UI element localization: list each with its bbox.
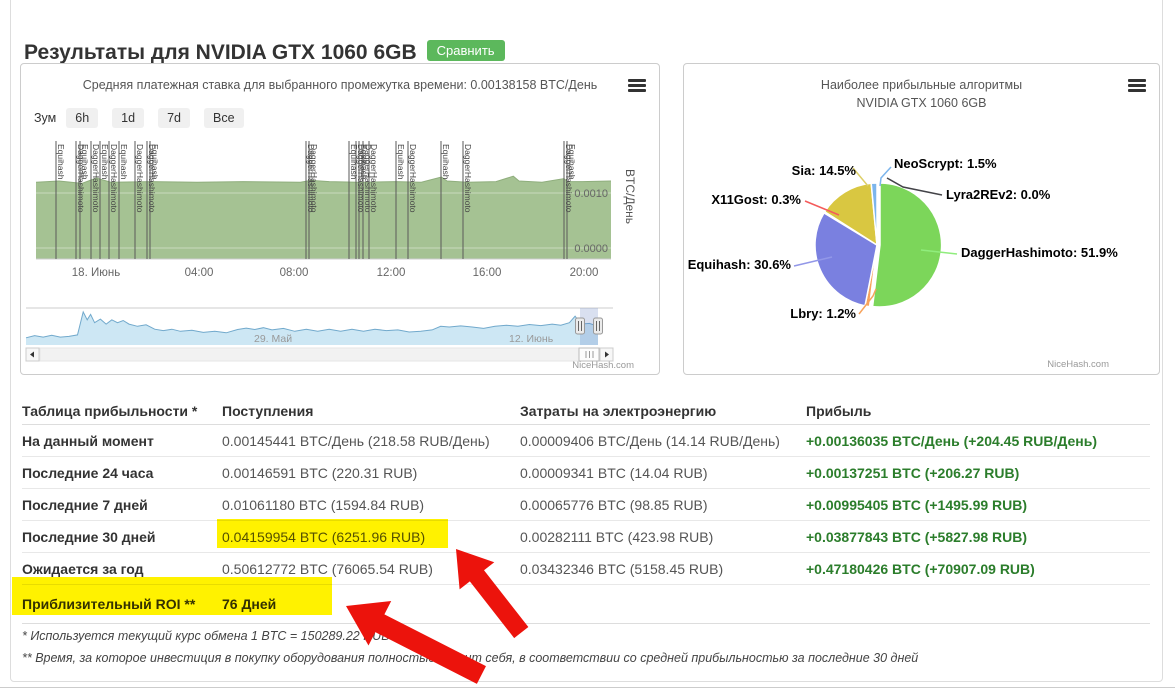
footnote-exchange-rate: * Используется текущий курс обмена 1 BTC… xyxy=(22,629,390,643)
zoom-label: Зум xyxy=(34,111,56,125)
footnote-roi-explanation: ** Время, за которое инвестиция в покупк… xyxy=(22,651,918,665)
row-label: На данный момент xyxy=(22,433,222,449)
scrollbar-left-button[interactable] xyxy=(26,348,39,361)
row-income: 0.01061180 BTC (1594.84 RUB) xyxy=(222,497,520,513)
x-tick-label: 12:00 xyxy=(377,267,406,279)
algo-flag-label: Equihash xyxy=(80,144,90,180)
navigator-tick-label: 12. Июнь xyxy=(509,333,554,345)
page-bottom-divider xyxy=(0,687,1175,688)
pie-chart-card: Наиболее прибыльные алгоритмы NVIDIA GTX… xyxy=(683,63,1160,375)
zoom-range-button-7d[interactable]: 7d xyxy=(158,108,190,128)
pie-slice-daggerhashimoto[interactable] xyxy=(873,183,942,307)
chart-menu-icon[interactable] xyxy=(628,79,646,93)
x-tick-label: 18. Июнь xyxy=(72,267,120,279)
zoom-range-button-1d[interactable]: 1d xyxy=(112,108,144,128)
rate-chart-title: Средняя платежная ставка для выбранного … xyxy=(21,78,659,92)
table-header-cell: Прибыль xyxy=(806,403,1150,419)
algo-flag-label: Equihash xyxy=(150,144,160,180)
row-income: 0.04159954 BTC (6251.96 RUB) xyxy=(222,529,520,545)
navigator-handle[interactable] xyxy=(576,318,585,334)
row-profit: +0.03877843 BTC (+5827.98 RUB) xyxy=(806,529,1150,545)
table-row: Последние 7 дней0.01061180 BTC (1594.84 … xyxy=(22,489,1150,521)
table-row: На данный момент0.00145441 BTC/День (218… xyxy=(22,425,1150,457)
pie-label-daggerhashimoto: DaggerHashimoto: 51.9% xyxy=(961,245,1118,260)
algo-flag-label: DaggerHashimoto xyxy=(463,144,473,213)
row-profit: +0.00137251 BTC (+206.27 RUB) xyxy=(806,465,1150,481)
zoom-range-button-6h[interactable]: 6h xyxy=(66,108,98,128)
table-header-cell: Затраты на электроэнергию xyxy=(520,403,806,419)
chart-menu-icon[interactable] xyxy=(1128,79,1146,93)
rate-chart-card: Средняя платежная ставка для выбранного … xyxy=(20,63,660,375)
algo-flag-label: DaggerHashimoto xyxy=(408,144,418,213)
pie-label-neoscrypt: NeoScrypt: 1.5% xyxy=(894,156,997,171)
algo-flag-label: Equihash xyxy=(396,144,406,180)
pie-label-x11gost: X11Gost: 0.3% xyxy=(711,192,801,207)
x-tick-label: 16:00 xyxy=(473,267,502,279)
algo-flag-label: Equihash xyxy=(567,144,577,180)
nicehash-credit: NiceHash.com xyxy=(1047,359,1109,370)
row-cost: 0.00282111 BTC (423.98 RUB) xyxy=(520,529,806,545)
page-title-text: Результаты для NVIDIA GTX 1060 6GB xyxy=(24,41,417,64)
row-cost: 0.00065776 BTC (98.85 RUB) xyxy=(520,497,806,513)
algo-flag-label: DaggerHashimoto xyxy=(309,144,319,213)
roi-value: 76 Дней xyxy=(222,596,520,612)
algo-flag-label: Equihash xyxy=(119,144,129,180)
y-tick-label: 0.0000 xyxy=(574,243,608,255)
row-profit: +0.00136035 BTC/День (+204.45 RUB/День) xyxy=(806,433,1150,449)
zoom-controls: Зум 6h 1d 7d Все xyxy=(34,108,244,128)
pie-label-sia: Sia: 14.5% xyxy=(792,163,857,178)
row-label: Ожидается за год xyxy=(22,561,222,577)
row-label: Последние 24 часа xyxy=(22,465,222,481)
table-row: Последние 24 часа0.00146591 BTC (220.31 … xyxy=(22,457,1150,489)
row-label: Последние 30 дней xyxy=(22,529,222,545)
row-cost: 0.00009406 BTC/День (14.14 RUB/День) xyxy=(520,433,806,449)
row-cost: 0.00009341 BTC (14.04 RUB) xyxy=(520,465,806,481)
row-income: 0.50612772 BTC (76065.54 RUB) xyxy=(222,561,520,577)
row-cost: 0.03432346 BTC (5158.45 RUB) xyxy=(520,561,806,577)
x-tick-label: 08:00 xyxy=(280,267,309,279)
algo-flag-label: DaggerHashimoto xyxy=(369,144,379,213)
profitability-table: Таблица прибыльности *ПоступленияЗатраты… xyxy=(22,398,1150,624)
row-income: 0.00145441 BTC/День (218.58 RUB/День) xyxy=(222,433,520,449)
pie-title-line1: Наиболее прибыльные алгоритмы xyxy=(684,78,1159,92)
nicehash-credit: NiceHash.com xyxy=(572,360,634,371)
table-header-row: Таблица прибыльности *ПоступленияЗатраты… xyxy=(22,398,1150,425)
pie-label-lbry: Lbry: 1.2% xyxy=(790,306,856,321)
payrate-area-series xyxy=(36,176,611,259)
scrollbar-track[interactable] xyxy=(40,348,599,361)
algo-flag-label: DaggerHashimoto xyxy=(109,144,119,213)
algo-flag-label: Equihash xyxy=(56,144,66,180)
compare-button[interactable]: Сравнить xyxy=(427,40,505,61)
navigator-tick-label: 29. Май xyxy=(254,333,292,345)
row-profit: +0.00995405 BTC (+1495.99 RUB) xyxy=(806,497,1150,513)
roi-label: Приблизительный ROI ** xyxy=(22,596,222,612)
algo-flag-label: DaggerHashimoto xyxy=(135,144,145,213)
zoom-buttons: 6h 1d 7d Все xyxy=(66,108,243,128)
row-label: Последние 7 дней xyxy=(22,497,222,513)
zoom-range-button-Все[interactable]: Все xyxy=(204,108,244,128)
page-title: Результаты для NVIDIA GTX 1060 6GB Сравни… xyxy=(24,40,505,65)
pie-label-lyra2rev2: Lyra2REv2: 0.0% xyxy=(946,187,1051,202)
y-axis-title: BTC/День xyxy=(623,169,637,224)
navigator-handle[interactable] xyxy=(594,318,603,334)
x-tick-label: 04:00 xyxy=(185,267,214,279)
algo-flag-label: Equihash xyxy=(441,144,451,180)
row-profit: +0.47180426 BTC (+70907.09 RUB) xyxy=(806,561,1150,577)
table-header-cell: Поступления xyxy=(222,403,520,419)
x-tick-label: 20:00 xyxy=(570,267,599,279)
row-income: 0.00146591 BTC (220.31 RUB) xyxy=(222,465,520,481)
table-header-cell: Таблица прибыльности * xyxy=(22,403,222,419)
table-row: Последние 30 дней0.04159954 BTC (6251.96… xyxy=(22,521,1150,553)
pie-label-equihash: Equihash: 30.6% xyxy=(688,257,792,272)
roi-row: Приблизительный ROI ** 76 Дней xyxy=(22,585,1150,624)
table-row: Ожидается за год0.50612772 BTC (76065.54… xyxy=(22,553,1150,585)
y-tick-label: 0.0010 xyxy=(574,188,608,200)
pie-title-line2: NVIDIA GTX 1060 6GB xyxy=(684,96,1159,110)
pie-chart-plot: DaggerHashimoto: 51.9% Lbry: 1.2% Equihash… xyxy=(684,64,1159,374)
